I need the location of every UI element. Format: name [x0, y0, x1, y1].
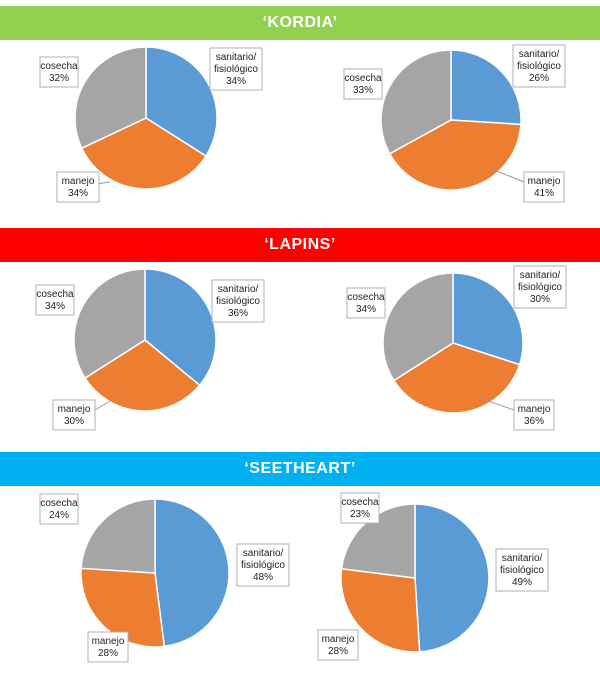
value-label: 34% — [45, 301, 65, 312]
slice-sanitario — [144, 268, 217, 387]
seetheart-header: ‘SEETHEART’ — [0, 452, 600, 486]
data-label-box — [56, 171, 100, 203]
slice-manejo — [84, 339, 201, 412]
data-label-box — [512, 44, 566, 88]
value-label: 24% — [49, 510, 69, 521]
value-label: 34% — [226, 76, 246, 87]
slice-sanitario — [452, 272, 524, 366]
value-label: 41% — [534, 188, 554, 199]
value-label: 28% — [98, 648, 118, 659]
data-label-box — [35, 284, 75, 316]
category-label: cosecha — [344, 73, 382, 84]
slice-cosecha — [80, 498, 156, 574]
pie-kordia-left: sanitario/fisiológico34%manejo34%cosecha… — [39, 46, 263, 203]
slice-cosecha — [382, 272, 454, 382]
category-label: sanitario/ — [519, 49, 560, 60]
kordia-header: ‘KORDIA’ — [0, 6, 600, 40]
category-label: sanitario/ — [520, 270, 561, 281]
slice-cosecha — [380, 49, 452, 155]
category-label: sanitario/ — [502, 553, 543, 564]
data-label-box — [236, 543, 290, 587]
slice-manejo — [388, 119, 522, 191]
category-label: fisiológico — [517, 61, 561, 72]
value-label: 28% — [328, 646, 348, 657]
category-label: manejo — [58, 404, 91, 415]
category-label: fisiológico — [500, 565, 544, 576]
data-label-box — [513, 265, 567, 309]
value-label: 33% — [353, 85, 373, 96]
category-label: fisiológico — [518, 282, 562, 293]
value-label: 36% — [228, 308, 248, 319]
value-label: 26% — [529, 73, 549, 84]
data-label-box — [39, 493, 79, 525]
slice-sanitario — [414, 503, 490, 653]
category-label: fisiológico — [241, 560, 285, 571]
data-label-box — [340, 492, 380, 524]
category-label: cosecha — [36, 289, 74, 300]
category-label: cosecha — [40, 498, 78, 509]
slice-manejo — [80, 117, 207, 190]
value-label: 30% — [64, 416, 84, 427]
data-label-box — [211, 279, 265, 323]
data-label-box — [209, 47, 263, 91]
slice-cosecha — [73, 268, 146, 380]
category-label: cosecha — [347, 292, 385, 303]
value-label: 23% — [350, 509, 370, 520]
category-label: sanitario/ — [218, 284, 259, 295]
data-label-box — [317, 629, 359, 661]
slice-manejo — [392, 342, 521, 414]
value-label: 48% — [253, 572, 273, 583]
category-label: manejo — [528, 176, 561, 187]
slice-sanitario — [450, 49, 522, 126]
value-label: 49% — [512, 577, 532, 588]
category-label: cosecha — [341, 497, 379, 508]
label-connector — [94, 397, 116, 411]
label-connector — [493, 169, 525, 183]
value-label: 34% — [356, 304, 376, 315]
data-label-box — [513, 399, 555, 431]
data-label-box — [523, 171, 565, 203]
value-label: 30% — [530, 294, 550, 305]
category-label: manejo — [518, 404, 551, 415]
lapins-header: ‘LAPINS’ — [0, 228, 600, 262]
label-connector — [479, 397, 515, 411]
slice-sanitario — [154, 498, 230, 648]
category-label: manejo — [62, 176, 95, 187]
data-label-box — [346, 287, 386, 319]
category-label: manejo — [92, 636, 125, 647]
data-label-box — [495, 548, 549, 592]
category-label: manejo — [322, 634, 355, 645]
category-label: cosecha — [40, 61, 78, 72]
slice-cosecha — [74, 46, 147, 150]
data-label-box — [343, 68, 383, 100]
data-label-box — [39, 56, 79, 88]
data-label-box — [87, 631, 129, 663]
value-label: 34% — [68, 188, 88, 199]
slice-manejo — [80, 567, 166, 648]
category-label: sanitario/ — [243, 548, 284, 559]
category-label: fisiológico — [214, 64, 258, 75]
value-label: 36% — [524, 416, 544, 427]
category-label: sanitario/ — [216, 52, 257, 63]
category-label: fisiológico — [216, 296, 260, 307]
data-label-box — [52, 399, 96, 431]
slice-manejo — [340, 567, 421, 653]
value-label: 32% — [49, 73, 69, 84]
